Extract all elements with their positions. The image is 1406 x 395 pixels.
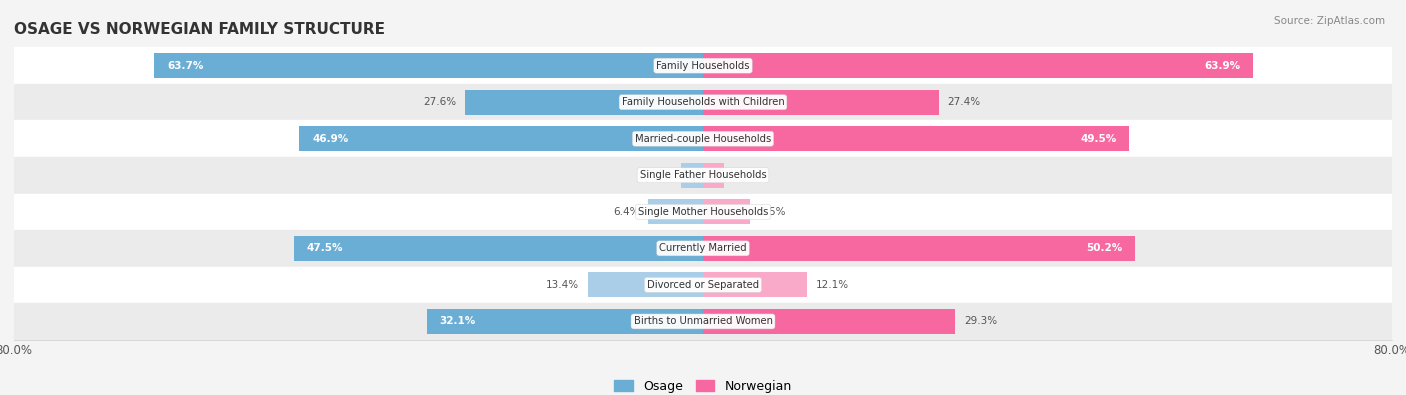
Text: 47.5%: 47.5% xyxy=(307,243,343,253)
Bar xyxy=(14,230,1392,267)
Text: 63.7%: 63.7% xyxy=(167,61,204,71)
Text: 6.4%: 6.4% xyxy=(613,207,640,217)
Bar xyxy=(588,273,703,297)
Bar xyxy=(294,236,703,261)
Bar xyxy=(14,194,1392,230)
Bar xyxy=(155,53,703,78)
Text: 27.4%: 27.4% xyxy=(948,97,981,107)
Text: Single Father Households: Single Father Households xyxy=(640,170,766,180)
Bar xyxy=(465,90,703,115)
Bar xyxy=(14,120,1392,157)
Text: 32.1%: 32.1% xyxy=(440,316,475,326)
Bar xyxy=(703,90,939,115)
Bar xyxy=(299,126,703,151)
Text: Married-couple Households: Married-couple Households xyxy=(636,134,770,144)
Bar xyxy=(682,163,703,188)
Text: 29.3%: 29.3% xyxy=(965,316,997,326)
Bar xyxy=(703,309,955,334)
Bar xyxy=(648,199,703,224)
Bar xyxy=(703,273,807,297)
Text: Family Households with Children: Family Households with Children xyxy=(621,97,785,107)
Text: 5.5%: 5.5% xyxy=(759,207,786,217)
Bar xyxy=(703,236,1135,261)
Bar xyxy=(703,163,724,188)
Text: 13.4%: 13.4% xyxy=(546,280,579,290)
Text: 49.5%: 49.5% xyxy=(1080,134,1116,144)
Bar xyxy=(14,84,1392,120)
Text: 12.1%: 12.1% xyxy=(815,280,849,290)
Text: Source: ZipAtlas.com: Source: ZipAtlas.com xyxy=(1274,16,1385,26)
Text: 2.4%: 2.4% xyxy=(733,170,759,180)
Bar xyxy=(14,157,1392,194)
Text: Currently Married: Currently Married xyxy=(659,243,747,253)
Text: Family Households: Family Households xyxy=(657,61,749,71)
Bar xyxy=(14,303,1392,340)
Bar xyxy=(703,126,1129,151)
Bar xyxy=(14,267,1392,303)
Text: Divorced or Separated: Divorced or Separated xyxy=(647,280,759,290)
Text: OSAGE VS NORWEGIAN FAMILY STRUCTURE: OSAGE VS NORWEGIAN FAMILY STRUCTURE xyxy=(14,21,385,36)
Bar xyxy=(14,47,1392,84)
Text: 27.6%: 27.6% xyxy=(423,97,457,107)
Text: 50.2%: 50.2% xyxy=(1087,243,1122,253)
Text: 46.9%: 46.9% xyxy=(312,134,349,144)
Text: 63.9%: 63.9% xyxy=(1205,61,1240,71)
Bar xyxy=(703,199,751,224)
Text: 2.5%: 2.5% xyxy=(647,170,673,180)
Bar xyxy=(426,309,703,334)
Legend: Osage, Norwegian: Osage, Norwegian xyxy=(609,375,797,395)
Bar xyxy=(703,53,1253,78)
Text: Single Mother Households: Single Mother Households xyxy=(638,207,768,217)
Text: Births to Unmarried Women: Births to Unmarried Women xyxy=(634,316,772,326)
